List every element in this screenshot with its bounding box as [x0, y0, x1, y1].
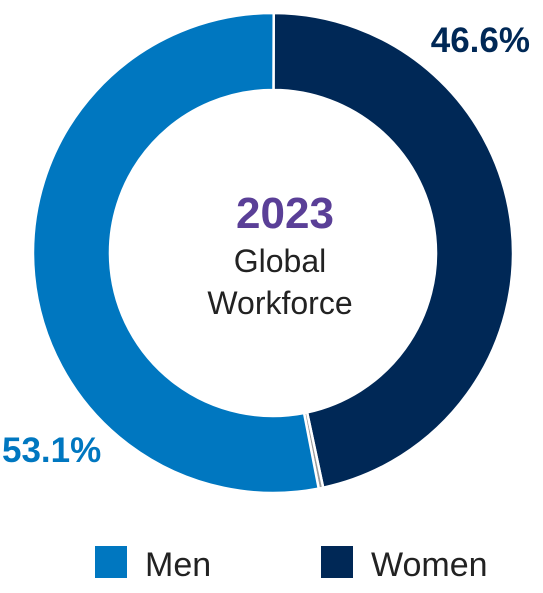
legend-swatch-men [95, 546, 127, 578]
slice-men [31, 11, 321, 495]
slice-label-women: 46.6% [431, 21, 530, 60]
slice-women [272, 11, 515, 490]
slice-label-men: 53.1% [2, 431, 101, 470]
legend-label-women: Women [371, 546, 488, 584]
legend-label-men: Men [145, 546, 211, 584]
center-line-2: Workforce [207, 285, 352, 321]
center-line-1: Global [234, 243, 327, 279]
legend: Men Women [95, 546, 488, 584]
legend-swatch-women [321, 546, 353, 578]
center-year: 2023 [236, 189, 334, 238]
donut-slices [31, 11, 515, 495]
